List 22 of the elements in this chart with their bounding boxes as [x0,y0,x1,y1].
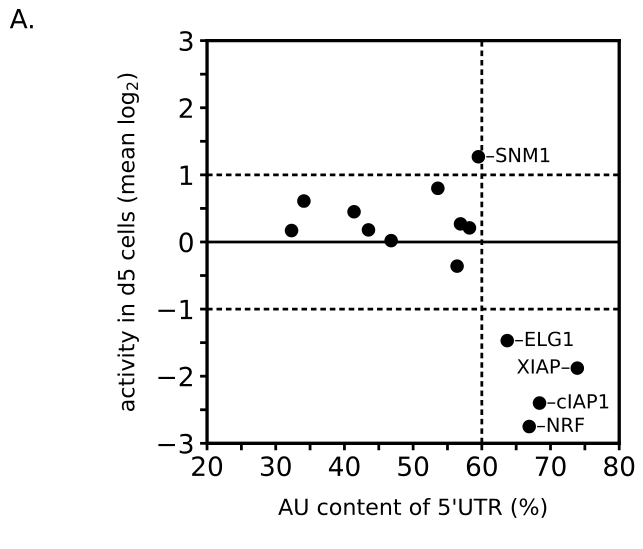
annotation: –cIAP1 [547,394,608,409]
chart-title: A. [10,9,33,28]
x-tick-label: 20 [192,456,222,476]
annotation: –NRF [537,418,584,432]
y-tick-label: −2 [158,366,192,386]
y-tick-label: 0 [179,232,193,252]
x-tick-label: 60 [466,456,497,476]
x-tick-label: 40 [328,456,360,476]
x-tick-label: 30 [260,456,291,476]
x-tick-label: 80 [604,456,634,476]
y-tick-label: 2 [180,98,192,118]
annotation: –SNM1 [486,148,550,162]
y-axis-title: activity in d5 cells (mean log$_{2}$) [117,74,139,411]
y-tick-label: 1 [180,166,192,185]
y-tick-label: −1 [158,300,192,320]
annotation: XIAP– [517,359,570,374]
y-tick-label: 3 [180,31,192,52]
y-tick-label: −3 [158,434,192,454]
x-axis-title: AU content of 5'UTR (%) [278,498,546,518]
annotation: –ELG1 [515,332,573,346]
x-tick-label: 70 [536,456,566,476]
x-tick-label: 50 [398,456,428,476]
